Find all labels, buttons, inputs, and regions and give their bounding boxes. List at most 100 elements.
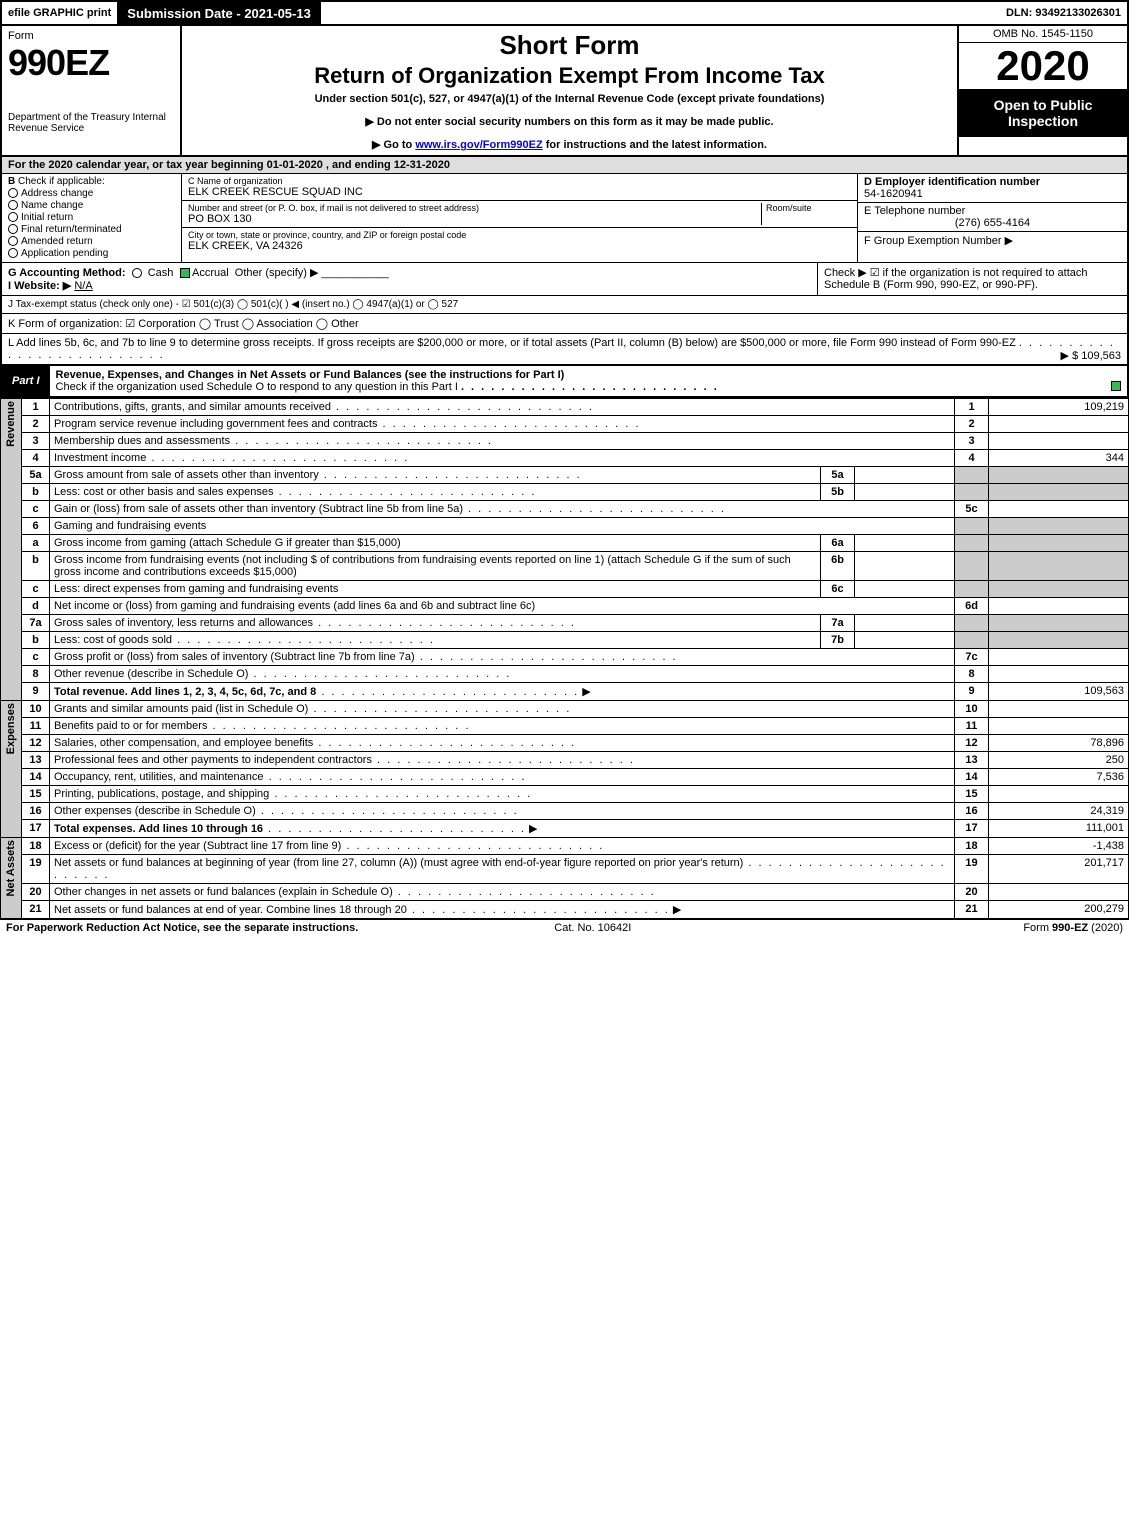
line-8-amount [989, 666, 1129, 683]
line-18-amount: -1,438 [989, 838, 1129, 855]
line-5a-desc: Gross amount from sale of assets other t… [54, 469, 319, 481]
tax-year: 2020 [959, 43, 1127, 89]
line-17-desc: Total expenses. Add lines 10 through 16 [54, 823, 263, 835]
header-mid: Short Form Return of Organization Exempt… [182, 26, 957, 155]
omb-number: OMB No. 1545-1150 [959, 26, 1127, 43]
header-left: Form 990EZ Department of the Treasury In… [2, 26, 182, 155]
chk-address-change[interactable]: Address change [8, 188, 175, 199]
line-1-amount: 109,219 [989, 399, 1129, 416]
dln: DLN: 93492133026301 [1006, 7, 1127, 19]
telephone: (276) 655-4164 [864, 217, 1121, 229]
info-block: B Check if applicable: Address change Na… [0, 174, 1129, 263]
l-amount: ▶ $ 109,563 [1061, 349, 1121, 362]
section-b: B Check if applicable: Address change Na… [2, 174, 182, 262]
e-label: E Telephone number [864, 205, 965, 217]
line-gh: G Accounting Method: Cash Accrual Other … [0, 263, 1129, 296]
h-text: Check ▶ ☑ if the organization is not req… [817, 263, 1127, 295]
line-a-calendar: For the 2020 calendar year, or tax year … [0, 157, 1129, 174]
line-12-desc: Salaries, other compensation, and employ… [54, 737, 313, 749]
line-8-desc: Other revenue (describe in Schedule O) [54, 668, 248, 680]
org-city: ELK CREEK, VA 24326 [188, 240, 851, 252]
line-5b-sub [855, 484, 955, 501]
org-address: PO BOX 130 [188, 213, 761, 225]
g-accrual-check[interactable] [180, 268, 190, 278]
b-title: Check if applicable: [18, 176, 105, 187]
line-j: J Tax-exempt status (check only one) - ☑… [0, 296, 1129, 314]
line-15-amount [989, 786, 1129, 803]
note-ssn: ▶ Do not enter social security numbers o… [186, 115, 953, 128]
line-k: K Form of organization: ☑ Corporation ◯ … [0, 314, 1129, 334]
line-5c-desc: Gain or (loss) from sale of assets other… [54, 503, 463, 515]
line-15-desc: Printing, publications, postage, and shi… [54, 788, 269, 800]
net-assets-label: Net Assets [5, 840, 17, 896]
section-c: C Name of organization ELK CREEK RESCUE … [182, 174, 857, 262]
line-6d-amount [989, 598, 1129, 615]
org-name: ELK CREEK RESCUE SQUAD INC [188, 186, 851, 198]
line-6-desc: Gaming and fundraising events [50, 518, 955, 535]
arrow-icon: ▶ [529, 823, 537, 835]
arrow-icon: ▶ [582, 686, 590, 698]
line-14-amount: 7,536 [989, 769, 1129, 786]
irs-link[interactable]: www.irs.gov/Form990EZ [415, 139, 542, 151]
line-6b-sub [855, 552, 955, 581]
efile-label[interactable]: efile GRAPHIC print [2, 7, 117, 19]
i-label: I Website: ▶ [8, 280, 71, 292]
line-4-desc: Investment income [54, 452, 146, 464]
header-right: OMB No. 1545-1150 2020 Open to Public In… [957, 26, 1127, 155]
chk-application-pending[interactable]: Application pending [8, 248, 175, 259]
line-20-amount [989, 884, 1129, 901]
footer-right: Form 990-EZ (2020) [1023, 922, 1123, 934]
line-18-desc: Excess or (deficit) for the year (Subtra… [54, 840, 341, 852]
footer-left: For Paperwork Reduction Act Notice, see … [6, 922, 358, 934]
line-1-desc: Contributions, gifts, grants, and simila… [54, 401, 331, 413]
form-header: Form 990EZ Department of the Treasury In… [0, 26, 1129, 157]
line-11-amount [989, 718, 1129, 735]
line-6a-desc: Gross income from gaming (attach Schedul… [54, 537, 401, 549]
line-4-amount: 344 [989, 450, 1129, 467]
line-7c-amount [989, 649, 1129, 666]
line-3-desc: Membership dues and assessments [54, 435, 230, 447]
line-21-amount: 200,279 [989, 901, 1129, 919]
form-number: 990EZ [8, 42, 174, 84]
line-3-amount [989, 433, 1129, 450]
c-addr-label: Number and street (or P. O. box, if mail… [188, 203, 761, 213]
part1-schedule-o-check[interactable] [1111, 381, 1121, 391]
line-6a-sub [855, 535, 955, 552]
l-text: L Add lines 5b, 6c, and 7b to line 9 to … [8, 337, 1016, 349]
part1-tab: Part I [2, 372, 50, 390]
submission-date: Submission Date - 2021-05-13 [117, 2, 321, 25]
note-goto-post: for instructions and the latest informat… [546, 139, 767, 151]
arrow-icon: ▶ [673, 904, 681, 916]
line-6c-desc: Less: direct expenses from gaming and fu… [54, 583, 338, 595]
f-label: F Group Exemption Number ▶ [864, 235, 1013, 247]
line-9-desc: Total revenue. Add lines 1, 2, 3, 4, 5c,… [54, 686, 316, 698]
top-bar: efile GRAPHIC print Submission Date - 20… [0, 0, 1129, 26]
line-l: L Add lines 5b, 6c, and 7b to line 9 to … [0, 334, 1129, 365]
chk-initial-return[interactable]: Initial return [8, 212, 175, 223]
line-5a-sub [855, 467, 955, 484]
lines-table: Revenue 1 Contributions, gifts, grants, … [0, 398, 1129, 919]
g-cash-radio[interactable] [132, 268, 142, 278]
expenses-label: Expenses [5, 703, 17, 754]
line-16-amount: 24,319 [989, 803, 1129, 820]
line-2-amount [989, 416, 1129, 433]
line-10-amount [989, 701, 1129, 718]
chk-final-return[interactable]: Final return/terminated [8, 224, 175, 235]
page-footer: For Paperwork Reduction Act Notice, see … [0, 919, 1129, 936]
line-13-amount: 250 [989, 752, 1129, 769]
line-2-desc: Program service revenue including govern… [54, 418, 377, 430]
part1-header: Part I Revenue, Expenses, and Changes in… [0, 365, 1129, 398]
form-word: Form [8, 30, 174, 42]
line-7a-sub [855, 615, 955, 632]
note-goto-pre: ▶ Go to [372, 139, 415, 151]
line-5c-amount [989, 501, 1129, 518]
chk-amended-return[interactable]: Amended return [8, 236, 175, 247]
c-name-label: C Name of organization [188, 176, 851, 186]
line-20-desc: Other changes in net assets or fund bala… [54, 886, 393, 898]
line-12-amount: 78,896 [989, 735, 1129, 752]
line-16-desc: Other expenses (describe in Schedule O) [54, 805, 256, 817]
line-5b-desc: Less: cost or other basis and sales expe… [54, 486, 274, 498]
ein: 54-1620941 [864, 188, 923, 200]
g-label: G Accounting Method: [8, 267, 126, 279]
chk-name-change[interactable]: Name change [8, 200, 175, 211]
